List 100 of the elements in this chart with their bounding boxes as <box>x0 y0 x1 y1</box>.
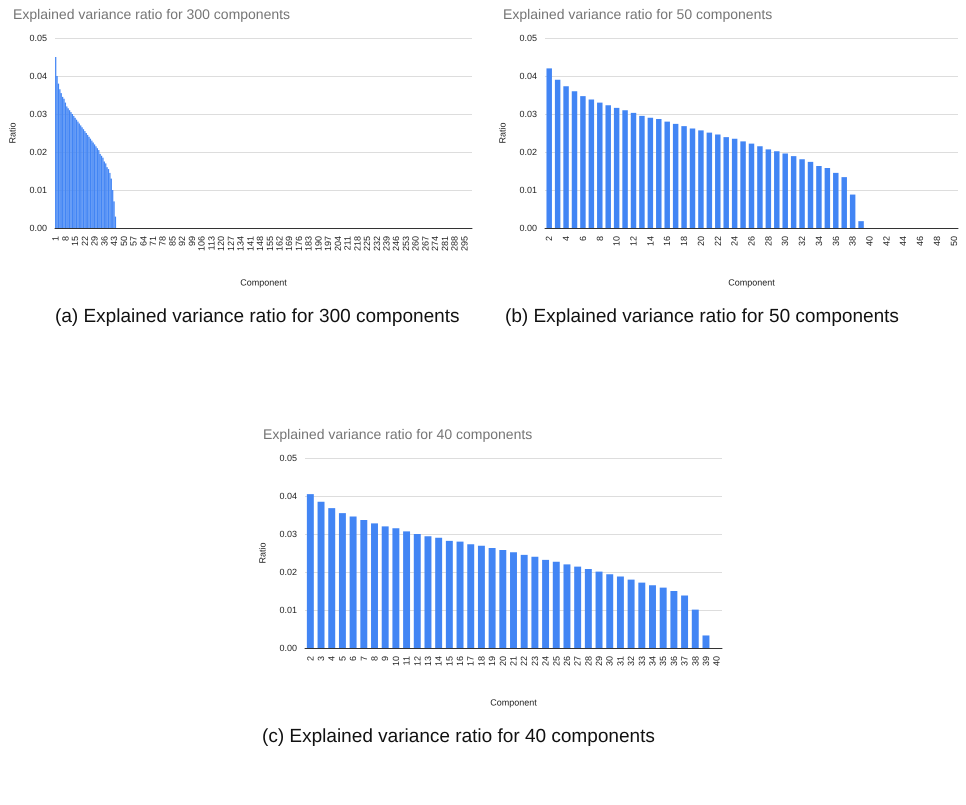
y-tick-label: 0.00 <box>279 643 297 653</box>
bar <box>414 534 421 648</box>
bar <box>563 86 569 228</box>
bar <box>328 508 336 648</box>
text: (b) Explained variance ratio for 50 components <box>505 305 900 329</box>
x-tick-label: 36 <box>668 656 679 666</box>
x-tick-label: 15 <box>70 236 80 246</box>
bar <box>306 494 314 648</box>
x-tick-label: 260 <box>410 236 421 252</box>
y-tick-label: 0.03 <box>279 529 297 539</box>
bar <box>841 177 847 228</box>
bar <box>606 574 614 648</box>
x-tick-label: 85 <box>167 236 178 246</box>
x-tick-label: 141 <box>245 236 256 252</box>
x-tick-label: 48 <box>932 236 942 246</box>
bar <box>774 151 780 228</box>
y-tick-label: 0.01 <box>29 185 47 195</box>
bar <box>350 516 357 648</box>
chart-title: Explained variance ratio for 300 components <box>13 6 290 22</box>
bar <box>702 635 710 648</box>
bar <box>392 528 400 648</box>
x-axis-title: Component <box>728 278 776 288</box>
x-tick-label: 9 <box>380 656 390 662</box>
x-tick-label: 113 <box>206 236 216 250</box>
x-tick-label: 22 <box>80 236 90 246</box>
x-tick-label: 99 <box>186 236 197 246</box>
x-tick-label: 197 <box>323 236 334 252</box>
x-axis-title: Component <box>490 698 538 708</box>
x-tick-label: 162 <box>274 236 284 252</box>
x-tick-label: 11 <box>402 656 412 666</box>
x-tick-label: 78 <box>158 236 168 246</box>
bar <box>338 513 346 648</box>
x-tick-label: 10 <box>612 236 622 246</box>
x-tick-label: 7 <box>358 656 369 662</box>
bar <box>424 536 432 648</box>
bar <box>723 137 729 228</box>
bar <box>488 548 496 648</box>
x-tick-label: 30 <box>780 236 790 246</box>
x-tick-label: 281 <box>440 236 450 252</box>
bar <box>554 80 560 228</box>
x-tick-label: 40 <box>712 656 722 666</box>
bar <box>403 531 410 648</box>
x-tick-label: 50 <box>948 236 959 246</box>
x-tick-label: 183 <box>304 236 314 252</box>
y-tick-label: 0.04 <box>29 71 47 81</box>
x-tick-label: 39 <box>700 656 711 666</box>
text: (a) Explained variance ratio for 300 components <box>55 305 461 329</box>
y-tick-label: 0.02 <box>279 567 297 577</box>
x-tick-label: 36 <box>830 236 841 246</box>
x-tick-label: 42 <box>881 236 892 246</box>
bar <box>371 523 378 648</box>
x-tick-label: 155 <box>264 236 275 252</box>
bar <box>574 566 582 648</box>
y-tick-label: 0.03 <box>29 109 47 119</box>
x-tick-label: 22 <box>519 656 530 666</box>
x-tick-label: 176 <box>294 236 304 252</box>
bar <box>656 118 662 228</box>
x-tick-label: 16 <box>455 656 466 666</box>
bar <box>510 552 517 648</box>
x-tick-label: 267 <box>420 236 430 252</box>
x-tick-label: 71 <box>148 236 158 246</box>
x-tick-label: 23 <box>530 656 540 666</box>
x-tick-label: 106 <box>196 236 207 252</box>
x-tick-label: 2 <box>544 236 554 242</box>
x-tick-label: 8 <box>594 236 605 242</box>
bar <box>563 564 570 648</box>
x-tick-label: 25 <box>551 656 562 666</box>
bar <box>692 610 699 648</box>
x-tick-label: 12 <box>628 236 638 246</box>
x-tick-label: 19 <box>487 656 498 666</box>
x-tick-label: 20 <box>696 236 706 246</box>
bar <box>588 100 594 228</box>
bar <box>664 122 670 228</box>
x-tick-label: 20 <box>498 656 508 666</box>
bar <box>740 141 746 228</box>
bar <box>622 110 628 228</box>
bar <box>360 520 368 648</box>
bar <box>638 582 646 648</box>
x-tick-label: 92 <box>177 236 188 246</box>
bar <box>672 124 678 228</box>
bar <box>478 546 485 648</box>
bar <box>833 172 839 228</box>
x-tick-label: 3 <box>316 656 326 662</box>
x-tick-label: 253 <box>400 236 411 252</box>
x-tick-label: 34 <box>814 236 824 246</box>
bar <box>580 96 586 228</box>
x-tick-label: 36 <box>99 236 110 246</box>
x-tick-label: 134 <box>236 236 246 252</box>
y-tick-label: 0.02 <box>519 147 537 157</box>
x-tick-label: 190 <box>313 236 324 252</box>
bar <box>614 108 620 228</box>
x-tick-label: 13 <box>422 656 433 666</box>
y-tick-label: 0.03 <box>519 109 537 119</box>
y-axis-title: Ratio <box>8 122 18 144</box>
x-tick-label: 24 <box>730 236 740 246</box>
x-tick-label: 10 <box>390 656 401 666</box>
bar <box>542 560 550 648</box>
x-tick-label: 148 <box>255 236 266 252</box>
x-tick-label: 8 <box>60 236 70 242</box>
x-tick-label: 4 <box>561 236 572 242</box>
